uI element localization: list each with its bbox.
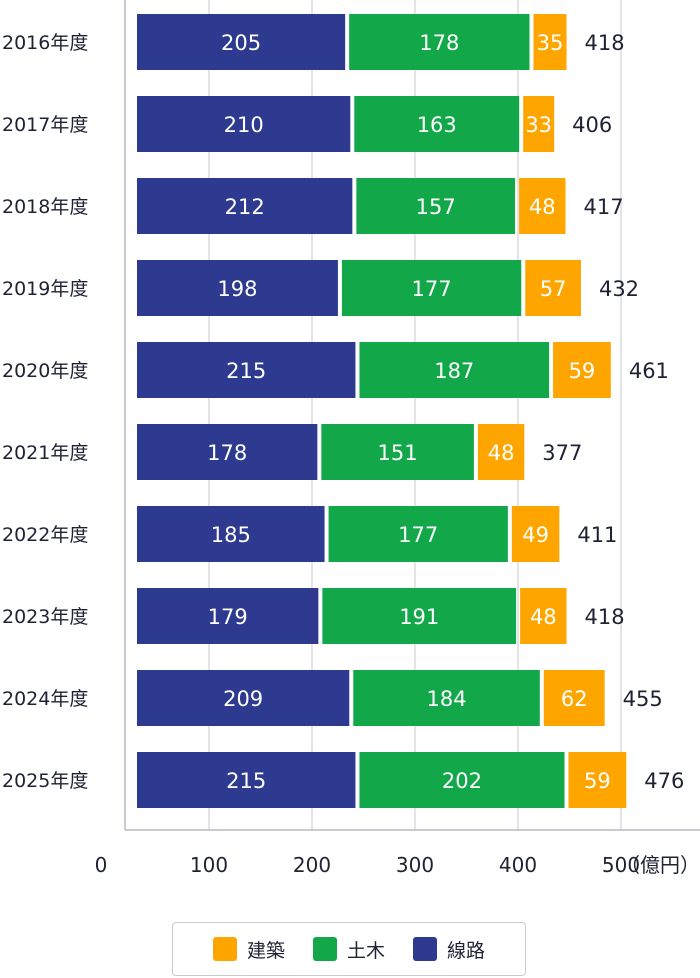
legend-swatch-kenchiku: [212, 937, 237, 961]
stacked-bar-chart: 0 100 200 300 400 500（億円） 2016年度 205 178 35 418 201…: [2, 0, 700, 877]
category-label-2025年度: 2025年度: [2, 770, 88, 792]
data-label-線路-2024年度: 209: [223, 687, 263, 711]
data-label-土木-2016年度: 178: [419, 31, 459, 55]
x-tick-label-200: 200: [293, 853, 331, 877]
category-label-2024年度: 2024年度: [2, 688, 88, 710]
data-label-土木-2024年度: 184: [426, 687, 466, 711]
legend-label-senro: 線路: [447, 939, 486, 962]
bar-建築-2021年度: [477, 424, 525, 480]
data-label-線路-2017年度: 210: [224, 113, 264, 137]
bar-線路-2016年度: [137, 14, 346, 70]
bar-土木-2022年度: [328, 506, 508, 562]
bar-線路-2025年度: [137, 752, 356, 808]
bar-土木-2018年度: [356, 178, 516, 234]
data-label-建築-2025年度: 59: [584, 769, 611, 793]
category-label-2022年度: 2022年度: [2, 524, 88, 546]
chart-legend: 建築 土木 線路: [172, 922, 526, 976]
data-label-土木-2020年度: 187: [434, 359, 474, 383]
bar-建築-2023年度: [520, 588, 567, 644]
total-label-2023年度: 418: [585, 605, 625, 629]
total-label-2017年度: 406: [572, 113, 612, 137]
bar-建築-2017年度: [523, 96, 555, 152]
bar-線路-2020年度: [137, 342, 356, 398]
data-label-土木-2023年度: 191: [399, 605, 439, 629]
total-label-2022年度: 411: [577, 523, 617, 547]
bar-建築-2025年度: [568, 752, 627, 808]
legend-label-doboku: 土木: [346, 939, 385, 962]
category-label-2017年度: 2017年度: [2, 114, 88, 136]
bar-建築-2018年度: [519, 178, 566, 234]
x-tick-label-400: 400: [499, 853, 537, 877]
legend-swatch-senro: [413, 937, 437, 961]
total-label-2019年度: 432: [599, 277, 639, 301]
data-label-土木-2022年度: 177: [398, 523, 438, 547]
data-label-線路-2022年度: 185: [211, 523, 251, 547]
bar-建築-2016年度: [533, 14, 567, 70]
data-label-建築-2016年度: 35: [537, 31, 564, 55]
x-axis-unit: （億円）: [620, 853, 700, 877]
bar-建築-2022年度: [511, 506, 560, 562]
x-tick-label-500: 500: [602, 853, 640, 877]
x-tick-label-100: 100: [190, 853, 228, 877]
category-label-2018年度: 2018年度: [2, 196, 88, 218]
category-label-2019年度: 2019年度: [2, 278, 88, 300]
data-label-線路-2019年度: 198: [217, 277, 257, 301]
total-label-2021年度: 377: [542, 441, 582, 465]
data-label-土木-2025年度: 202: [442, 769, 482, 793]
data-label-土木-2021年度: 151: [378, 441, 418, 465]
category-label-2020年度: 2020年度: [2, 360, 88, 382]
bar-建築-2024年度: [543, 670, 605, 726]
data-label-建築-2021年度: 48: [488, 441, 515, 465]
bar-線路-2021年度: [137, 424, 318, 480]
data-label-建築-2022年度: 49: [522, 523, 549, 547]
bar-土木-2017年度: [354, 96, 520, 152]
category-label-2021年度: 2021年度: [2, 442, 88, 464]
data-label-建築-2023年度: 48: [530, 605, 557, 629]
data-label-建築-2024年度: 62: [561, 687, 588, 711]
category-label-2023年度: 2023年度: [2, 606, 88, 628]
data-label-線路-2023年度: 179: [208, 605, 248, 629]
x-tick-label-0: 0: [95, 853, 108, 877]
x-tick-label-300: 300: [396, 853, 434, 877]
legend-item-doboku: 土木: [312, 936, 385, 963]
bar-土木-2024年度: [353, 670, 540, 726]
data-label-線路-2020年度: 215: [226, 359, 266, 383]
total-label-2025年度: 476: [644, 769, 684, 793]
data-label-建築-2019年度: 57: [540, 277, 567, 301]
legend-item-senro: 線路: [413, 936, 485, 963]
data-label-線路-2018年度: 212: [225, 195, 265, 219]
bar-線路-2023年度: [137, 588, 319, 644]
total-label-2024年度: 455: [623, 687, 663, 711]
bar-建築-2019年度: [525, 260, 581, 316]
data-label-線路-2016年度: 205: [221, 31, 261, 55]
bar-土木-2025年度: [359, 752, 565, 808]
data-label-線路-2025年度: 215: [226, 769, 266, 793]
category-label-2016年度: 2016年度: [2, 32, 88, 54]
data-label-建築-2017年度: 33: [525, 113, 552, 137]
data-label-土木-2018年度: 157: [416, 195, 456, 219]
data-label-建築-2020年度: 59: [569, 359, 596, 383]
data-label-土木-2017年度: 163: [417, 113, 457, 137]
bar-土木-2021年度: [321, 424, 474, 480]
legend-label-kenchiku: 建築: [246, 939, 285, 962]
bar-土木-2016年度: [349, 14, 530, 70]
total-label-2020年度: 461: [629, 359, 669, 383]
bar-土木-2019年度: [341, 260, 522, 316]
legend-swatch-doboku: [312, 937, 337, 961]
bar-線路-2017年度: [137, 96, 351, 152]
bar-土木-2020年度: [359, 342, 550, 398]
data-label-土木-2019年度: 177: [412, 277, 452, 301]
bar-土木-2023年度: [322, 588, 517, 644]
bar-線路-2018年度: [137, 178, 353, 234]
data-label-線路-2021年度: 178: [207, 441, 247, 465]
bar-線路-2022年度: [137, 506, 325, 562]
legend-item-kenchiku: 建築: [212, 936, 285, 963]
bar-建築-2020年度: [553, 342, 611, 398]
total-label-2018年度: 417: [584, 195, 624, 219]
data-label-建築-2018年度: 48: [529, 195, 556, 219]
bar-線路-2024年度: [137, 670, 350, 726]
bar-線路-2019年度: [137, 260, 338, 316]
total-label-2016年度: 418: [585, 31, 625, 55]
